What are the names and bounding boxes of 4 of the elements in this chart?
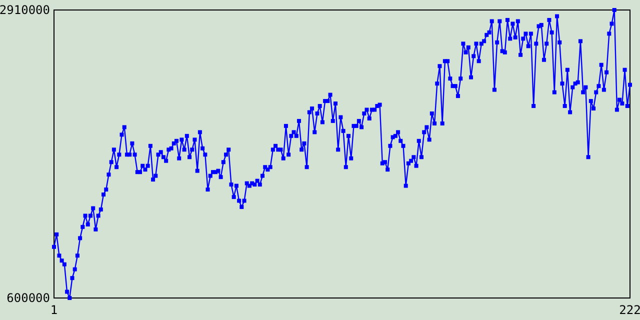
y-tick-label: 2910000	[0, 3, 50, 18]
x-tick-label: 222	[619, 303, 640, 317]
y-tick-label: 600000	[6, 291, 50, 306]
x-tick-label: 1	[50, 303, 58, 317]
